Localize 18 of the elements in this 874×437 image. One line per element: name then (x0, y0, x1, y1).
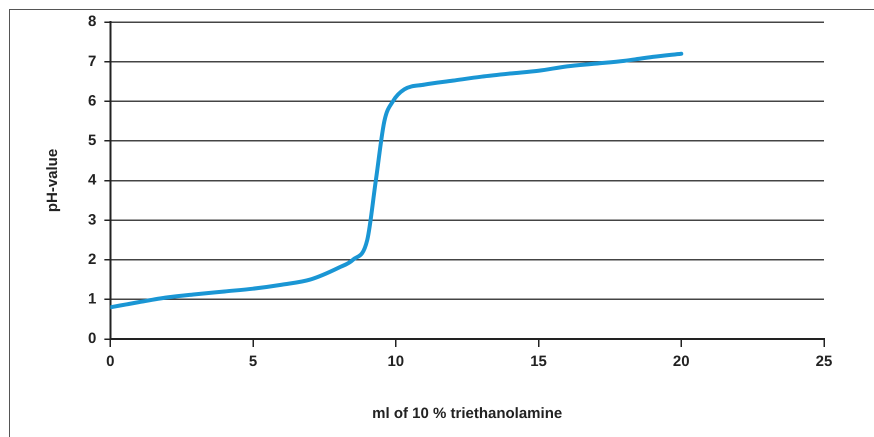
y-tick-label: 2 (88, 250, 96, 268)
x-tick-label: 5 (248, 353, 258, 370)
y-tick-label: 7 (88, 52, 96, 70)
y-tick-label: 0 (88, 330, 96, 348)
y-tick-label: 6 (88, 92, 96, 110)
y-tick-label: 8 (88, 13, 96, 30)
y-tick-label: 4 (88, 172, 97, 189)
y-tick-label: 1 (88, 290, 96, 308)
y-tick-label: 5 (88, 132, 96, 150)
x-tick-label: 10 (387, 353, 404, 370)
line-series (110, 52, 684, 310)
x-tick-label: 20 (672, 353, 690, 370)
y-axis-title: pH-value (44, 148, 62, 212)
x-tick-label: 15 (530, 353, 547, 370)
y-tick-label: 3 (88, 211, 96, 228)
x-tick-label: 0 (106, 353, 115, 370)
x-axis-title: ml of 10 % triethanolamine (372, 405, 562, 422)
x-tick-label: 25 (816, 353, 832, 370)
